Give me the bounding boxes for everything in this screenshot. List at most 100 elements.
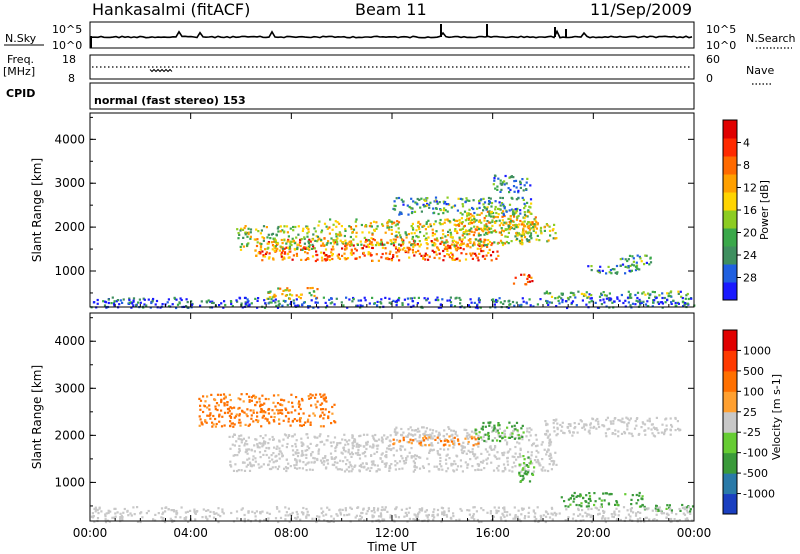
- velocity-cell: [579, 419, 582, 422]
- power-cell: [513, 215, 516, 218]
- power-cell: [638, 298, 641, 301]
- power-cell: [634, 265, 638, 268]
- power-cell: [398, 259, 401, 262]
- station-title: Hankasalmi (fitACF): [92, 0, 251, 19]
- velocity-cell: [429, 428, 432, 431]
- velocity-cell: [539, 518, 542, 521]
- velocity-cell: [228, 414, 231, 417]
- power-cell: [628, 254, 632, 257]
- velocity-cell: [631, 494, 634, 497]
- power-cell: [306, 247, 309, 250]
- velocity-cell: [373, 511, 376, 514]
- power-cell: [672, 299, 675, 302]
- velocity-cell: [279, 411, 282, 414]
- power-cell: [167, 298, 170, 301]
- power-cell: [677, 302, 680, 305]
- power-cell: [443, 255, 446, 258]
- velocity-cell: [488, 446, 491, 449]
- velocity-cell: [480, 520, 483, 523]
- velocity-cell: [267, 517, 270, 520]
- power-cell: [569, 296, 572, 299]
- power-cell: [433, 238, 436, 241]
- power-cell: [444, 200, 447, 204]
- power-cell: [199, 304, 202, 307]
- velocity-cell: [277, 409, 280, 412]
- power-cell: [274, 245, 277, 248]
- power-cell: [236, 228, 239, 231]
- power-cell: [279, 230, 282, 233]
- velocity-cell: [530, 451, 533, 454]
- velocity-cell: [311, 468, 314, 471]
- power-cell: [636, 291, 640, 294]
- power-cell: [280, 255, 283, 258]
- power-cell: [93, 301, 96, 304]
- velocity-cell: [602, 492, 605, 495]
- power-cell: [425, 299, 428, 302]
- power-cell: [370, 225, 373, 228]
- velocity-cell: [281, 454, 284, 457]
- power-cell: [535, 238, 538, 241]
- power-cell: [444, 209, 447, 212]
- velocity-cell: [480, 452, 483, 455]
- power-cell: [331, 254, 334, 257]
- velocity-cell: [330, 445, 333, 448]
- velocity-cell: [473, 518, 476, 521]
- velocity-cell: [424, 443, 427, 447]
- velocity-cell: [487, 435, 490, 438]
- velocity-cell: [503, 451, 506, 454]
- velocity-cell: [506, 426, 509, 429]
- power-cell: [478, 206, 481, 209]
- velocity-cell: [619, 419, 622, 422]
- power-cell: [442, 212, 445, 215]
- power-cell: [502, 230, 505, 233]
- velocity-cell: [519, 474, 522, 477]
- velocity-cell: [278, 418, 281, 421]
- velocity-cell: [363, 445, 366, 448]
- velocity-cell: [588, 495, 592, 498]
- power-cell: [249, 237, 252, 240]
- velocity-cell: [258, 397, 261, 400]
- velocity-cell: [550, 456, 553, 459]
- power-cell: [292, 225, 295, 229]
- velocity-cell: [278, 447, 281, 450]
- power-cell: [639, 301, 642, 304]
- velocity-cell: [518, 452, 521, 455]
- power-cell: [621, 263, 625, 266]
- velocity-cell: [644, 433, 647, 436]
- velocity-cell: [274, 517, 278, 520]
- power-cell: [139, 301, 142, 304]
- power-cell: [390, 257, 394, 260]
- power-cell: [359, 304, 362, 307]
- velocity-cell: [390, 515, 393, 518]
- power-cell: [390, 241, 394, 244]
- velocity-cell: [354, 516, 357, 519]
- power-cell: [328, 232, 331, 235]
- velocity-cell: [437, 441, 440, 444]
- velocity-cell: [554, 451, 557, 454]
- velocity-cell: [295, 452, 298, 455]
- velocity-cell: [272, 394, 276, 397]
- power-cell: [392, 299, 395, 302]
- power-cell: [132, 299, 135, 302]
- power-cell: [516, 207, 519, 210]
- velocity-cell: [309, 423, 312, 426]
- velocity-cell: [194, 512, 197, 515]
- velocity-cell: [431, 429, 435, 432]
- velocity-cell: [315, 520, 318, 524]
- power-cell: [527, 226, 530, 230]
- power-cell: [283, 251, 287, 254]
- velocity-cell: [340, 451, 343, 454]
- power-cell: [459, 246, 462, 250]
- velocity-cell: [571, 434, 574, 437]
- power-cell: [550, 295, 554, 298]
- velocity-cell: [439, 460, 442, 463]
- power-cell: [276, 242, 280, 245]
- power-cell: [509, 220, 513, 223]
- velocity-cell: [207, 509, 210, 512]
- velocity-cell: [467, 437, 470, 440]
- power-cell: [670, 290, 673, 293]
- velocity-cell: [261, 416, 264, 419]
- power-cell: [480, 212, 483, 215]
- power-cell: [282, 247, 285, 250]
- power-cell: [514, 179, 518, 182]
